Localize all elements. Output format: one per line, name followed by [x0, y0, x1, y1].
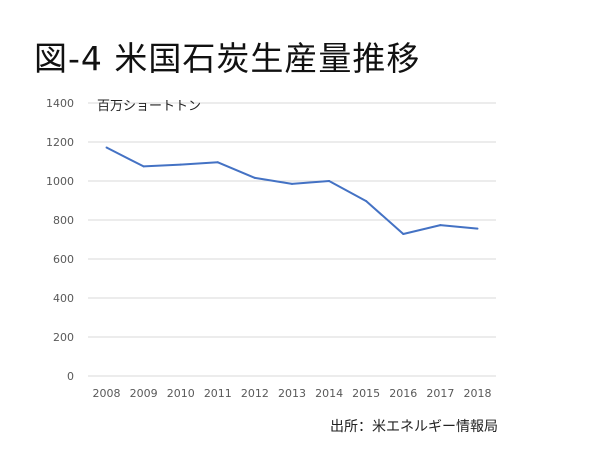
- data-point-2011: [216, 161, 219, 164]
- data-point-2015: [365, 200, 368, 203]
- data-point-2010: [179, 163, 182, 166]
- y-tick-label: 0: [67, 370, 74, 383]
- data-point-2017: [439, 224, 442, 227]
- y-tick-label: 800: [53, 214, 74, 227]
- x-tick-label: 2009: [130, 387, 158, 400]
- page-title: 図-4 米国石炭生産量推移: [34, 39, 421, 78]
- x-tick-label: 2011: [204, 387, 232, 400]
- x-axis-tick-labels: 2008 2009 2010 2011 2012 2013 2014 2015 2016 2017…: [93, 387, 492, 400]
- x-tick-label: 2016: [389, 387, 417, 400]
- y-tick-label: 1200: [46, 136, 74, 149]
- data-point-2012: [253, 176, 256, 179]
- grid-lines: [88, 102, 496, 377]
- x-tick-label: 2013: [278, 387, 306, 400]
- y-tick-label: 1000: [46, 175, 74, 188]
- data-point-2014: [328, 180, 331, 182]
- data-point-2008: [105, 146, 108, 149]
- y-tick-label: 600: [53, 253, 74, 266]
- y-axis-unit-label: 百万ショートトン: [97, 99, 201, 114]
- y-tick-label: 1400: [46, 97, 74, 110]
- x-tick-label: 2008: [93, 387, 121, 400]
- series-layer: [105, 146, 479, 236]
- data-point-2009: [142, 165, 145, 168]
- data-point-2018: [476, 227, 479, 230]
- y-tick-label: 400: [53, 292, 74, 305]
- data-point-2016: [402, 233, 405, 236]
- x-tick-label: 2014: [315, 387, 343, 400]
- x-tick-label: 2012: [241, 387, 269, 400]
- y-tick-label: 200: [53, 331, 74, 344]
- source-note: 出所：米エネルギー情報局: [330, 419, 498, 435]
- y-axis-tick-labels: 0 200 400 600 800 1000 1200 1400: [46, 97, 74, 383]
- data-point-2013: [291, 182, 293, 185]
- x-tick-label: 2017: [426, 387, 454, 400]
- x-tick-label: 2018: [463, 387, 491, 400]
- x-tick-label: 2010: [167, 387, 195, 400]
- series-line-0: [106, 146, 478, 235]
- x-tick-label: 2015: [352, 387, 380, 400]
